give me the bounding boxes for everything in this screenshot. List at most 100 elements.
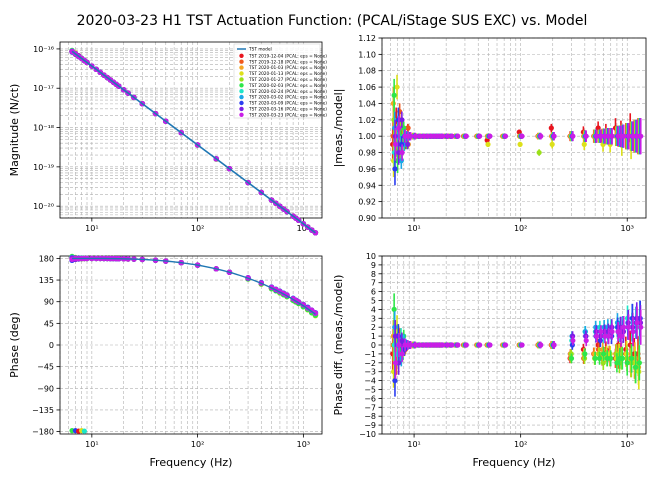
phase-model-line [72, 257, 316, 315]
ratio-point [485, 141, 491, 147]
phase-diff-point [592, 355, 598, 361]
y-tick-label: 6 [371, 288, 376, 297]
phase-diff-point [619, 355, 625, 361]
phase-diff-point [391, 306, 397, 312]
phase-diff-point [502, 342, 509, 348]
y-tick-label: −90 [37, 384, 54, 393]
ratio-point [538, 133, 544, 139]
y-tick-label: 1 [371, 332, 376, 341]
phase-diff-point [614, 360, 620, 366]
y-tick-label: 9 [371, 261, 376, 270]
ratio-point [398, 158, 404, 164]
phase-diff-point [463, 342, 469, 348]
ratio-point [399, 117, 405, 123]
x-tick-label: 10² [191, 224, 204, 233]
x-tick-label: 10¹ [85, 440, 98, 449]
y-tick-label: 0.96 [358, 165, 376, 174]
ratio-point [602, 133, 608, 139]
x-tick-label: 10³ [621, 440, 634, 449]
phase-diff-point [609, 329, 615, 335]
ratio-point [412, 133, 419, 139]
ratio-point [626, 133, 632, 139]
legend-swatch [239, 65, 244, 70]
ratio-point [517, 141, 523, 147]
plot-frame [381, 37, 647, 219]
legend-label: TST 2020-01-27 (PCAL: eps = None) [248, 77, 327, 83]
legend-swatch [239, 106, 244, 112]
y-tick-label: −8 [364, 412, 376, 421]
phase-diff-point [600, 360, 606, 366]
x-tick-label: 10¹ [85, 224, 98, 233]
legend-label: TST 2020-01-03 (PCAL: eps = None) [248, 65, 327, 71]
ratio-point [417, 133, 423, 139]
ratio-point [444, 133, 451, 139]
legend-swatch [239, 77, 244, 82]
y-tick-label: 0 [371, 341, 376, 350]
ratio-point [621, 133, 627, 139]
y-tick-label: 45 [44, 319, 54, 328]
ratio-point [421, 133, 427, 139]
y-tick-label: −1 [364, 350, 376, 359]
phase-diff-point [626, 324, 632, 330]
y-tick-label: −135 [32, 406, 54, 415]
ratio-point [392, 141, 399, 147]
phase-diff-point [568, 355, 575, 361]
y-tick-label: −4 [364, 377, 376, 386]
ratio-point [581, 141, 587, 147]
y-tick-label: 10 [366, 252, 376, 261]
phase-diff-point [596, 355, 603, 361]
ratio-point [440, 133, 446, 139]
legend-swatch [239, 59, 244, 64]
phase-diff-point [444, 342, 451, 348]
legend-swatch [239, 100, 244, 106]
phase-diff-point [583, 337, 589, 344]
y-tick-label: 90 [44, 298, 54, 307]
ratio-point [630, 133, 636, 139]
y-tick-label: −6 [364, 394, 376, 403]
legend-swatch [239, 112, 244, 118]
phase-point [312, 310, 319, 316]
phase-diff-point [624, 360, 630, 366]
legend-swatch [239, 94, 244, 100]
phase-diff-point [538, 342, 544, 348]
ratio-point [536, 149, 542, 156]
ratio-point [392, 166, 398, 172]
phase-diff-point [551, 342, 557, 348]
y-tick-label: 180 [39, 254, 54, 263]
y-tick-label: 10⁻¹⁸ [33, 124, 54, 133]
ratio-point [455, 133, 461, 139]
legend-swatch [239, 89, 244, 94]
ratio-point [593, 133, 600, 139]
ratio-point [484, 137, 490, 143]
y-tick-label: 1.06 [358, 83, 376, 92]
ratio-point [405, 125, 411, 131]
legend-swatch [239, 71, 244, 76]
ratio-point [634, 133, 640, 139]
model-line [71, 50, 316, 234]
y-tick-label: 0 [49, 341, 54, 350]
legend-label: TST 2020-02-03 (PCAL: eps = None) [248, 83, 327, 89]
legend-label: TST 2019-12-04 (PCAL: eps = None) [248, 53, 327, 59]
panel-phase: 10¹ 10² 10³ 180 135 90 45 0 −45 −90 −135 −180 Freque… [8, 253, 323, 469]
y-axis-label: Magnitude (N/ct) [8, 84, 21, 177]
panel-magnitude: 10¹ 10² 10³ 10⁻¹⁶ 10⁻¹⁷ 10⁻¹⁸ 10⁻¹⁹ 10⁻²⁰ Magnit… [8, 41, 327, 236]
y-tick-label: −7 [364, 403, 376, 412]
phase-diff-point [449, 342, 455, 348]
y-tick-label: −9 [364, 421, 376, 430]
y-tick-label: 10⁻¹⁶ [33, 45, 54, 54]
y-tick-label: 10⁻¹⁹ [33, 163, 54, 172]
y-tick-label: −5 [364, 386, 376, 395]
ratio-point [449, 133, 455, 139]
y-tick-label: 1.00 [358, 132, 376, 141]
legend-label: TST 2020-02-24 (PCAL: eps = None) [248, 89, 327, 95]
x-tick-label: 10¹ [407, 440, 420, 449]
x-tick-label: 10² [514, 224, 527, 233]
y-tick-label: 0.98 [358, 149, 376, 158]
y-axis-label: |meas./model| [332, 89, 345, 168]
legend-label: TST 2020-01-13 (PCAL: eps = None) [248, 71, 327, 77]
phase-diff-point [399, 337, 405, 344]
x-tick-label: 10³ [297, 224, 310, 233]
ratio-point [407, 133, 414, 139]
